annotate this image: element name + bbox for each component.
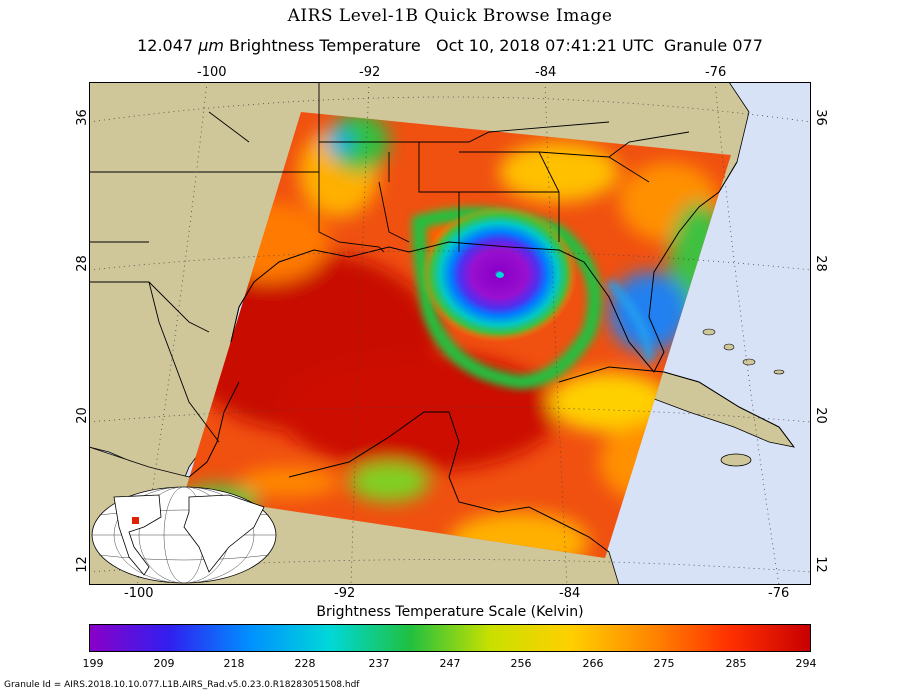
bahamas-islands: [702, 328, 785, 375]
scale-label: 209: [153, 657, 175, 670]
top-lon-label: -76: [705, 65, 727, 80]
right-lat-label: 36: [812, 109, 828, 126]
scale-label: 228: [294, 657, 316, 670]
image-title: AIRS Level-1B Quick Browse Image: [287, 6, 613, 26]
inset-globe: [91, 486, 277, 584]
hurricane-eye: [496, 272, 504, 278]
top-lon-label: -92: [359, 65, 381, 80]
scale-label: 275: [653, 657, 675, 670]
top-lon-label: -100: [197, 65, 227, 80]
political-borders: [89, 82, 690, 443]
datetime-label: Oct 10, 2018 07:41:21 UTC: [435, 36, 654, 55]
graticule: [89, 82, 811, 585]
left-lat-label: 12: [74, 556, 90, 573]
scale-label: 285: [725, 657, 747, 670]
land-jamaica: [720, 453, 752, 467]
scale-label: 199: [82, 657, 104, 670]
top-lon-label: -84: [535, 65, 557, 80]
left-lat-label: 36: [74, 109, 90, 126]
color-scale-title: Brightness Temperature Scale (Kelvin): [316, 604, 584, 620]
right-lat-label: 12: [812, 556, 828, 573]
bottom-lon-label: -92: [334, 586, 356, 601]
color-scale-bar: [89, 624, 811, 652]
scale-label: 256: [510, 657, 532, 670]
bottom-lon-label: -100: [124, 586, 154, 601]
map-panel: [89, 82, 811, 585]
image-subtitle: 12.047 μm Brightness Temperature Oct 10,…: [0, 36, 900, 55]
bottom-lon-label: -76: [768, 586, 790, 601]
right-lat-label: 20: [812, 407, 828, 424]
quantity-label: Brightness Temperature: [229, 36, 421, 55]
bottom-lon-label: -84: [559, 586, 581, 601]
left-lat-label: 28: [74, 255, 90, 272]
granule-label: Granule 077: [663, 36, 763, 55]
granule-id: Granule Id = AIRS.2018.10.10.077.L1B.AIR…: [4, 680, 360, 690]
scale-label: 218: [223, 657, 245, 670]
scale-label: 294: [795, 657, 817, 670]
scale-label: 237: [368, 657, 390, 670]
left-lat-label: 20: [74, 407, 90, 424]
coastlines: [188, 161, 795, 553]
scale-label: 266: [582, 657, 604, 670]
right-lat-label: 28: [812, 255, 828, 272]
wavelength-unit: μm: [198, 36, 224, 55]
wavelength-value: 12.047: [137, 36, 194, 55]
scale-label: 247: [439, 657, 461, 670]
